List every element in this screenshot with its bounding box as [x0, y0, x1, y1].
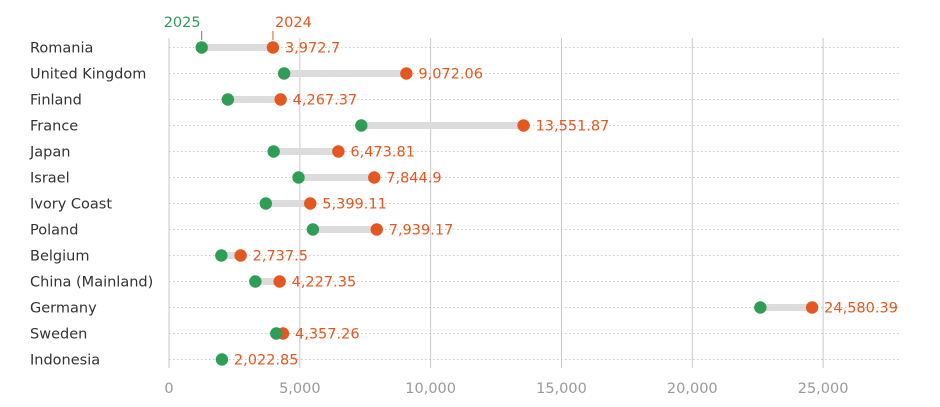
value-label: 7,844.9	[386, 171, 441, 187]
value-label: 4,357.26	[295, 327, 360, 343]
x-tick-label: 25,000	[798, 381, 849, 397]
dot-2025	[306, 223, 320, 236]
dot-2024	[266, 41, 280, 54]
category-label: Belgium	[30, 249, 89, 265]
dot-2025	[259, 197, 273, 210]
data-marks: 3,972.7 9,072.06 4,267.37 13,551.87 6,473.81…	[195, 41, 898, 369]
dot-2025	[215, 249, 228, 262]
dot-2025	[267, 145, 280, 158]
dot-2024	[805, 301, 819, 314]
dot-2024	[332, 145, 345, 158]
dot-2024	[273, 275, 286, 288]
x-tick-label: 0	[164, 381, 173, 397]
value-label: 13,551.87	[536, 119, 610, 135]
value-label: 24,580.39	[824, 301, 898, 317]
x-axis: 0 5,000 10,000 15,000 20,000 25,000	[164, 381, 848, 397]
x-tick-label: 15,000	[536, 381, 587, 397]
category-label: Poland	[30, 223, 78, 239]
dot-2025	[195, 41, 208, 54]
value-label: 9,072.06	[418, 67, 483, 83]
dot-2025	[215, 353, 229, 366]
dot-2024	[368, 171, 381, 184]
dot-2025	[355, 119, 368, 132]
legend: 2025 2024	[164, 15, 312, 40]
legend-2025: 2025	[164, 15, 201, 31]
dot-2024	[400, 67, 413, 80]
x-tick-label: 20,000	[667, 381, 718, 397]
category-labels: Romania United Kingdom Finland France Japan I…	[29, 41, 153, 369]
category-label: Ivory Coast	[30, 197, 112, 213]
value-label: 2,022.85	[234, 353, 299, 369]
category-label: Israel	[30, 171, 70, 187]
legend-2024: 2024	[275, 15, 312, 31]
category-label: Sweden	[30, 327, 87, 343]
dot-2025	[277, 67, 291, 80]
value-label: 3,972.7	[285, 41, 340, 57]
value-label: 6,473.81	[350, 145, 415, 161]
category-label: United Kingdom	[30, 67, 146, 83]
dot-2025	[221, 93, 235, 106]
category-label: China (Mainland)	[30, 275, 153, 291]
category-label: Finland	[30, 93, 82, 109]
value-label: 5,399.11	[322, 197, 387, 213]
category-label: Romania	[30, 41, 93, 57]
dot-2024	[234, 249, 247, 262]
value-label: 7,939.17	[389, 223, 454, 239]
value-label: 4,227.35	[292, 275, 357, 291]
dot-2025	[754, 301, 767, 314]
dot-2025	[292, 171, 305, 184]
category-label: Germany	[30, 301, 97, 317]
dot-2025	[270, 327, 283, 340]
value-label: 2,737.5	[253, 249, 308, 265]
gridlines	[168, 38, 824, 368]
dot-2024	[304, 197, 317, 210]
dot-2024	[517, 119, 530, 132]
dot-2025	[249, 275, 262, 288]
category-label: France	[30, 119, 78, 135]
dot-2024	[274, 93, 287, 106]
dot-2024	[370, 223, 383, 236]
value-label: 4,267.37	[293, 93, 358, 109]
x-tick-label: 5,000	[279, 381, 321, 397]
category-label: Japan	[29, 145, 70, 161]
category-label: Indonesia	[30, 353, 100, 369]
x-tick-label: 10,000	[405, 381, 456, 397]
